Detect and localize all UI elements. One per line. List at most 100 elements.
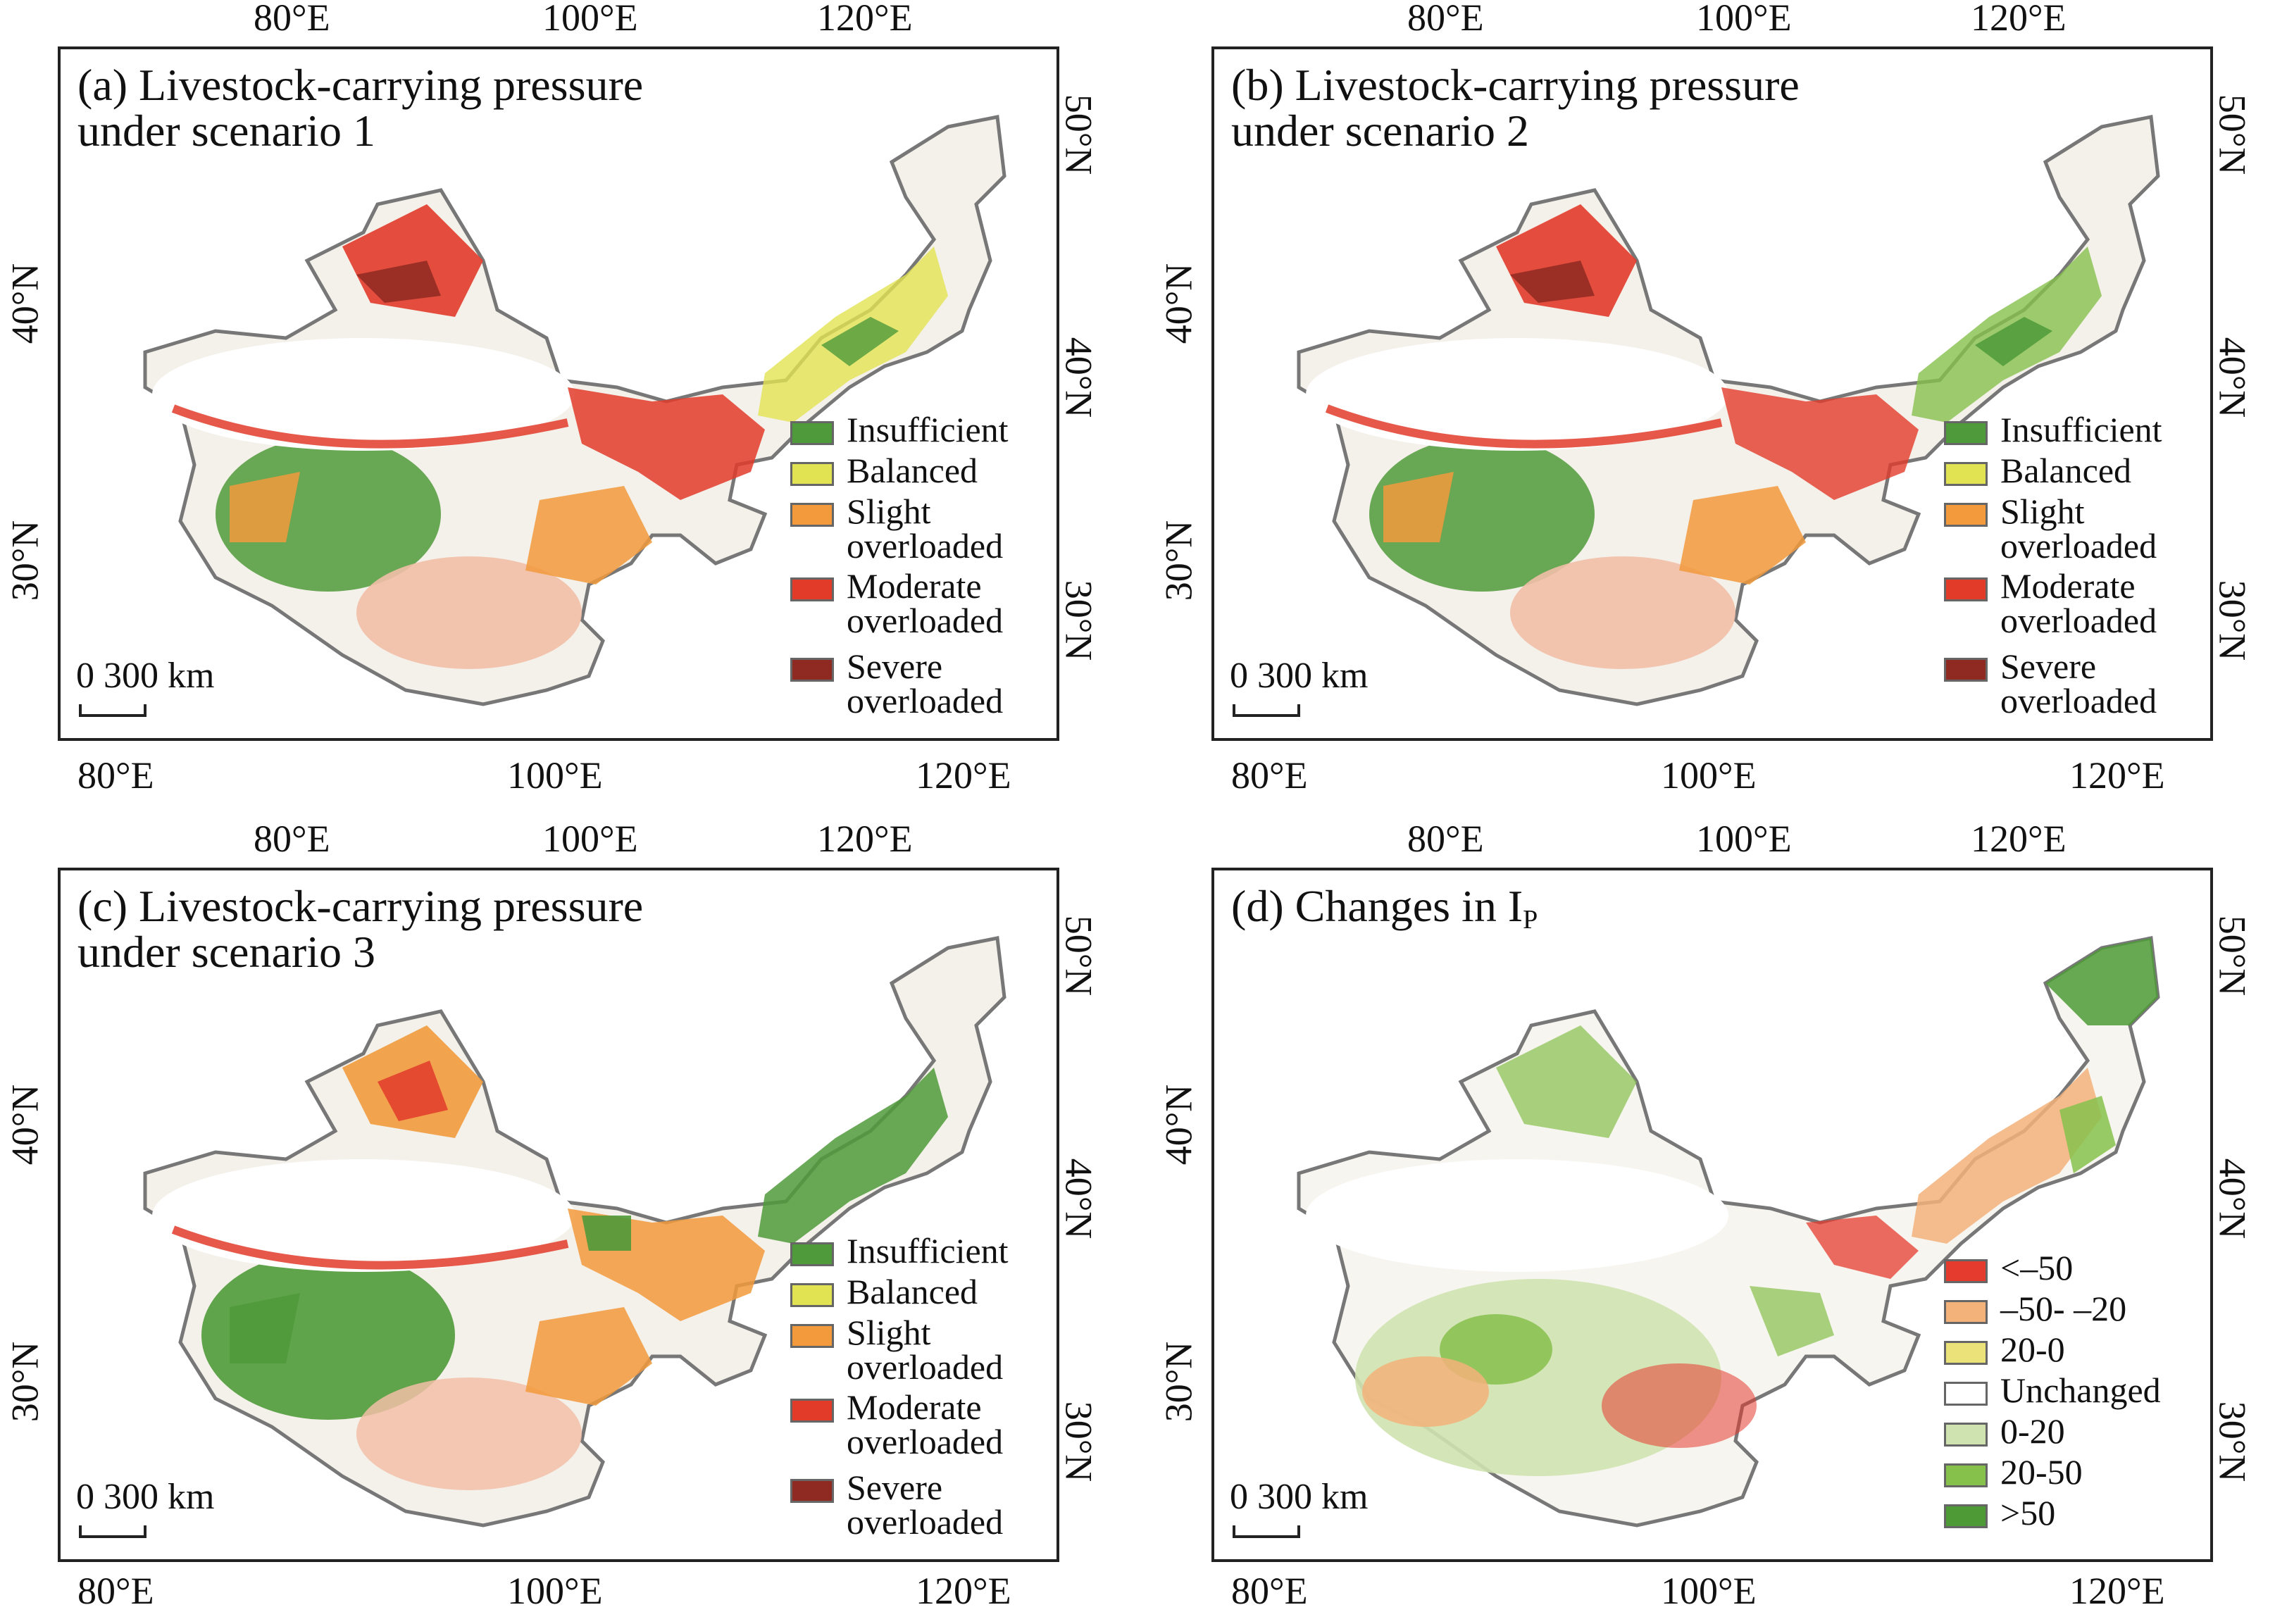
legend-item: Slight overloaded (790, 494, 1009, 569)
tick-right-a-3: 30°N (1057, 580, 1100, 661)
legend-label: Insufficient (847, 410, 1009, 449)
legend-swatch (1944, 1423, 1988, 1447)
panel-d-title-subscript: P (1523, 905, 1538, 935)
tick-right-c-1: 50°N (1057, 915, 1100, 997)
legend-swatch (1944, 1300, 1988, 1324)
legend-label: 20-50 (2000, 1452, 2083, 1492)
tick-right-c-3: 30°N (1057, 1401, 1100, 1482)
scale-bar-line (79, 1525, 147, 1538)
tick-bottom-c-2: 100°E (507, 1570, 603, 1612)
tick-right-a-2: 40°N (1057, 337, 1100, 418)
legend-item: Moderate overloaded (790, 566, 1009, 649)
tick-top-b-3: 120°E (1971, 0, 2067, 39)
scale-label: 0 300 km (76, 1477, 215, 1517)
scale-bar-a: 0 300 km (76, 655, 215, 717)
legend-item: Balanced (790, 451, 1009, 494)
region-map-a (145, 117, 1004, 704)
legend-label: Balanced (847, 451, 978, 490)
tick-right-b-1: 50°N (2211, 94, 2254, 175)
tick-top-b-2: 100°E (1696, 0, 1792, 39)
tick-right-d-1: 50°N (2211, 915, 2254, 997)
tick-left-d-2: 30°N (1157, 1341, 1200, 1423)
scale-label: 0 300 km (1230, 1477, 1369, 1517)
tick-top-d-1: 80°E (1407, 818, 1484, 860)
legend-label: 20-0 (2000, 1330, 2065, 1369)
legend-swatch (790, 1324, 834, 1348)
scale-bar-line (1233, 704, 1300, 717)
legend-label: Moderate overloaded (847, 566, 1004, 640)
legend-label: Severe overloaded (847, 647, 1004, 720)
tick-left-c-1: 40°N (4, 1084, 46, 1166)
legend-swatch (1944, 1504, 1988, 1528)
tick-bottom-d-1: 80°E (1231, 1570, 1308, 1612)
scale-bar-d: 0 300 km (1230, 1476, 1369, 1538)
tick-top-a-2: 100°E (542, 0, 638, 39)
legend-swatch (790, 658, 834, 682)
legend-item: Slight overloaded (790, 1315, 1009, 1390)
legend-item: Severe overloaded (790, 1470, 1009, 1545)
legend-label: –50- –20 (2000, 1289, 2127, 1328)
legend-item: Moderate overloaded (790, 1387, 1009, 1470)
legend-item: 20-50 (1944, 1452, 2161, 1496)
legend-label: Slight overloaded (2000, 492, 2157, 566)
legend-item: 20-0 (1944, 1332, 2161, 1373)
panel-a-title: (a) Livestock-carrying pressure under sc… (77, 60, 644, 156)
region-map-c (145, 938, 1004, 1525)
tick-top-c-1: 80°E (254, 818, 330, 860)
legend-item: Unchanged (1944, 1373, 2161, 1414)
panel-c-title: (c) Livestock-carrying pressure under sc… (77, 881, 644, 977)
tick-bottom-a-2: 100°E (507, 754, 603, 797)
scale-bar-line (79, 704, 147, 717)
legend-label: Severe overloaded (2000, 647, 2157, 720)
legend-d: <–50 –50- –20 20-0 Unchanged 0-20 20-50 … (1944, 1250, 2161, 1537)
scale-bar-b: 0 300 km (1230, 655, 1369, 717)
legend-swatch (1944, 1463, 1988, 1487)
legend-swatch (1944, 1382, 1988, 1406)
legend-item: >50 (1944, 1493, 2161, 1537)
tick-right-b-3: 30°N (2211, 580, 2254, 661)
panel-b-title: (b) Livestock-carrying pressure under sc… (1231, 60, 1800, 156)
legend-item: <–50 (1944, 1250, 2161, 1292)
legend-item: Severe overloaded (790, 649, 1009, 724)
legend-label: >50 (2000, 1493, 2056, 1532)
legend-label: Balanced (2000, 451, 2132, 490)
tick-bottom-c-1: 80°E (77, 1570, 154, 1612)
map-panel-d: (d) Changes in IP <–50 –50- –20 20-0 Unc… (1211, 868, 2213, 1562)
tick-bottom-b-3: 120°E (2069, 754, 2165, 797)
map-panel-c: (c) Livestock-carrying pressure under sc… (58, 868, 1059, 1562)
legend-swatch (1944, 1341, 1988, 1365)
scale-label: 0 300 km (76, 656, 215, 696)
legend-swatch (790, 1283, 834, 1307)
legend-item: Balanced (1944, 451, 2162, 494)
map-panel-a: (a) Livestock-carrying pressure under sc… (58, 46, 1059, 741)
region-map-d (1299, 938, 2158, 1525)
tick-left-a-2: 30°N (4, 520, 46, 601)
tick-bottom-a-3: 120°E (916, 754, 1011, 797)
tick-top-d-2: 100°E (1696, 818, 1792, 860)
legend-swatch (790, 1399, 834, 1423)
legend-swatch (1944, 462, 1988, 486)
legend-item: Balanced (790, 1272, 1009, 1316)
tick-bottom-a-1: 80°E (77, 754, 154, 797)
scale-label: 0 300 km (1230, 656, 1369, 696)
legend-swatch (790, 1242, 834, 1266)
legend-item: Severe overloaded (1944, 649, 2162, 724)
tick-top-c-3: 120°E (817, 818, 913, 860)
legend-swatch (1944, 658, 1988, 682)
map-c (61, 870, 1059, 1562)
legend-label: Moderate overloaded (847, 1387, 1004, 1461)
tick-left-b-1: 40°N (1157, 263, 1200, 344)
legend-item: Insufficient (1944, 412, 2162, 454)
map-a (61, 49, 1059, 741)
tick-right-b-2: 40°N (2211, 337, 2254, 418)
legend-item: –50- –20 (1944, 1289, 2161, 1332)
legend-label: Balanced (847, 1272, 978, 1311)
tick-left-d-1: 40°N (1157, 1084, 1200, 1166)
legend-item: Insufficient (790, 1233, 1009, 1275)
tick-right-c-2: 40°N (1057, 1158, 1100, 1239)
legend-swatch (1944, 421, 1988, 445)
map-panel-b: (b) Livestock-carrying pressure under sc… (1211, 46, 2213, 741)
legend-label: Severe overloaded (847, 1468, 1004, 1542)
map-d (1214, 870, 2213, 1562)
legend-c: Insufficient Balanced Slight overloaded … (790, 1233, 1009, 1545)
